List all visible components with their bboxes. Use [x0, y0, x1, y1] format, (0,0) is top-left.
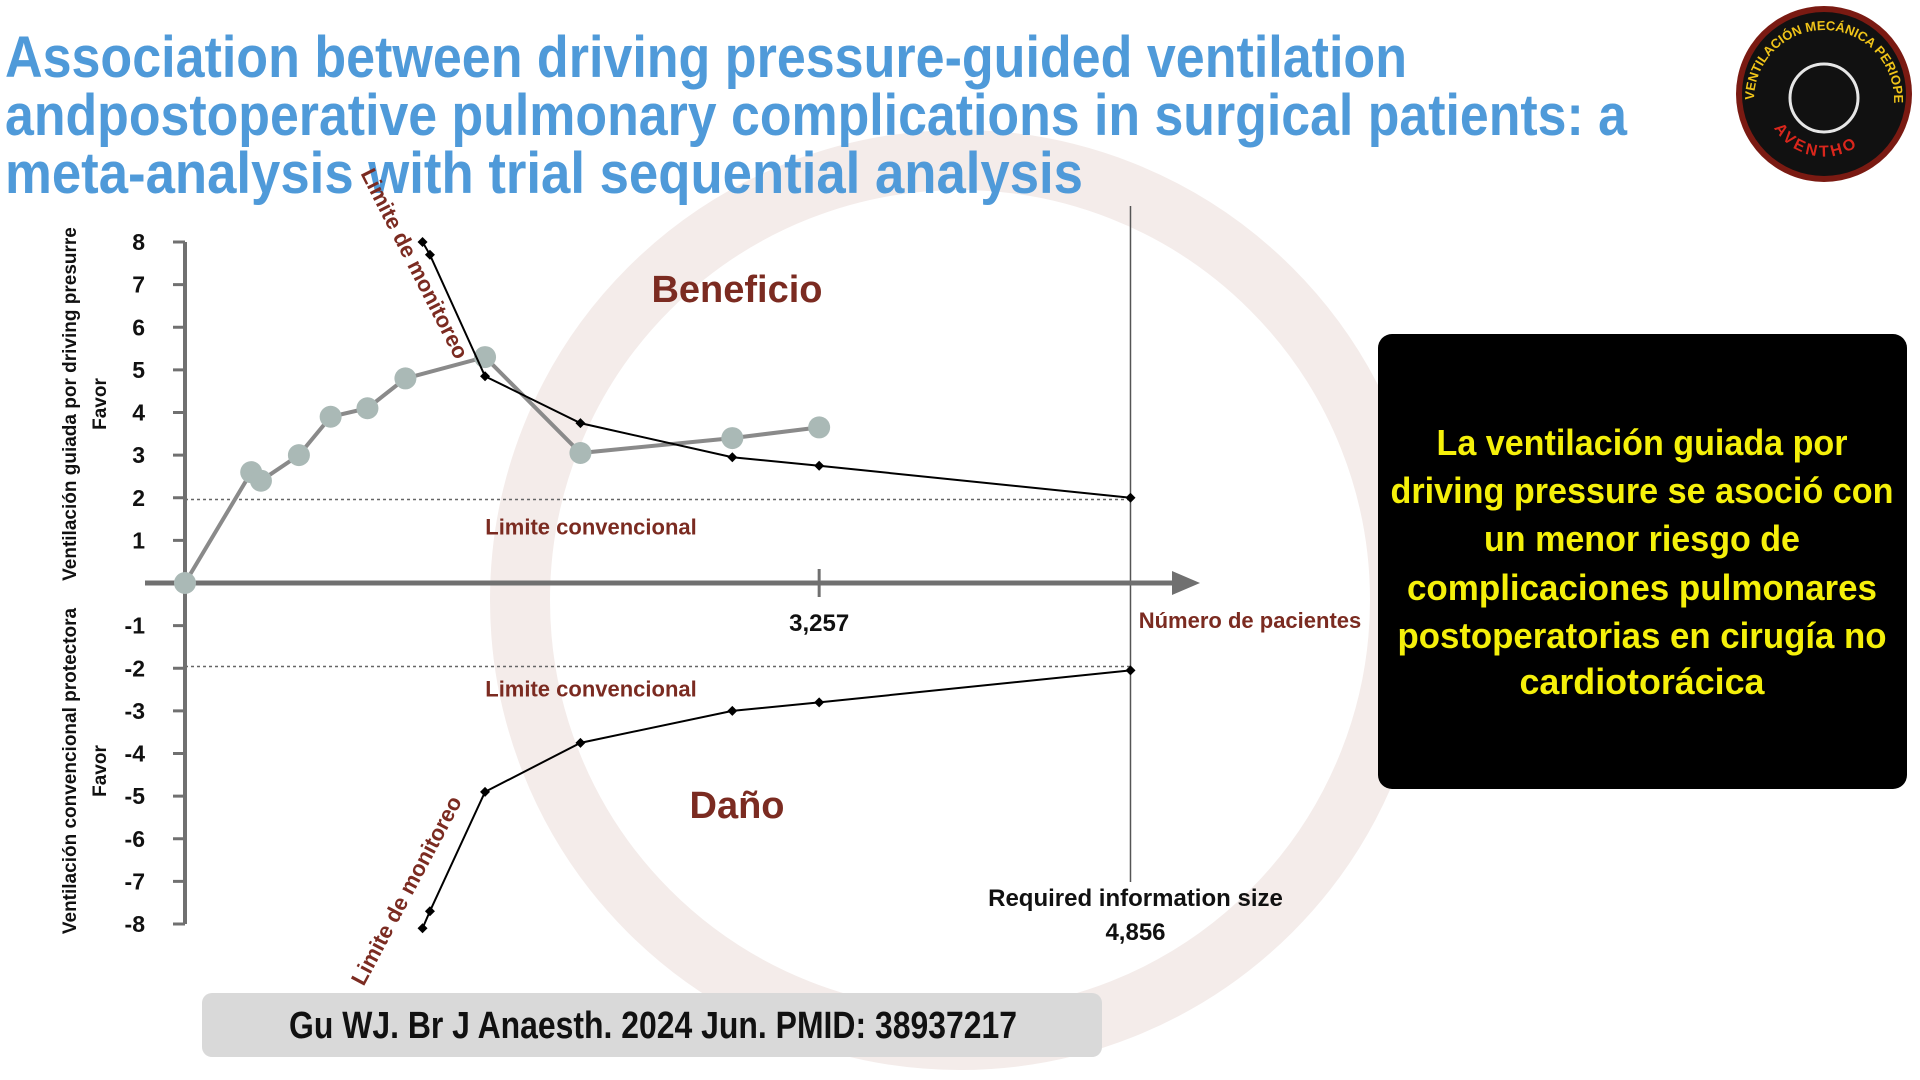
y-axis-title: Favor [90, 745, 111, 797]
point [575, 737, 586, 748]
y-tick-label: 4 [132, 400, 145, 426]
point [1125, 492, 1136, 503]
boundary-label: Limite de monitoreo [346, 792, 467, 989]
callout-line: postoperatorias en cirugía no [1398, 615, 1887, 656]
logo-disc [1742, 12, 1906, 176]
y-tick-label: -4 [125, 741, 146, 767]
logo-icon [1788, 62, 1860, 134]
callout-line: driving pressure se asoció con [1391, 470, 1894, 511]
conventional-limit-label: Limite convencional [485, 677, 697, 702]
callout-line: un menor riesgo de [1484, 518, 1800, 559]
point [287, 444, 310, 467]
y-tick-label: -5 [125, 783, 146, 809]
point [569, 441, 592, 464]
citation-box [202, 993, 1102, 1057]
point [814, 697, 825, 708]
title: Association between driving pressure-gui… [5, 25, 1628, 206]
point [721, 427, 744, 450]
y-tick-label: 2 [132, 485, 145, 511]
ris-label: Required information size [988, 885, 1283, 912]
point [319, 405, 342, 428]
point [356, 397, 379, 420]
ris-value: 4,856 [1105, 919, 1165, 946]
title-line: Association between driving pressure-gui… [5, 25, 1407, 90]
point [417, 237, 428, 247]
region-label: Beneficio [651, 269, 822, 311]
x-tick-label: 3,257 [789, 610, 849, 637]
y-tick-label: 7 [132, 272, 145, 298]
point [727, 705, 738, 716]
title-line: andpostoperative pulmonary complications… [5, 83, 1628, 148]
point [480, 371, 491, 382]
callout: La ventilación guiada por driving pressu… [1378, 334, 1907, 789]
chart: Required information size 4,856 Limite con… [60, 164, 1361, 989]
y-tick-label: -8 [125, 911, 146, 937]
title-line: meta-analysis with trial sequential anal… [5, 141, 1083, 206]
y-axis-title: Ventilación convencional protectora [60, 607, 81, 934]
citation: Gu WJ. Br J Anaesth. 2024 Jun. PMID: 389… [202, 993, 1102, 1057]
point [808, 416, 831, 439]
point [249, 469, 272, 492]
callout-line: La ventilación guiada por [1437, 422, 1848, 463]
conventional-limit-label: Limite convencional [485, 514, 697, 539]
point [394, 367, 417, 390]
y-tick-label: 6 [132, 314, 145, 340]
point [480, 786, 491, 797]
y-tick-label: 1 [132, 527, 145, 553]
point [575, 418, 586, 429]
y-tick-label: -1 [125, 613, 146, 639]
x-axis-label: Número de pacientes [1139, 608, 1362, 633]
y-tick-label: -3 [125, 698, 145, 724]
callout-box [1378, 334, 1907, 789]
citation-text: Gu WJ. Br J Anaesth. 2024 Jun. PMID: 389… [289, 1005, 1017, 1047]
callout-line: cardiotorácica [1520, 661, 1766, 702]
x-axis-arrow [1172, 571, 1200, 595]
y-axis-title: Favor [90, 378, 111, 430]
point [417, 923, 428, 934]
point [814, 460, 825, 471]
point [424, 906, 435, 917]
y-tick-label: 8 [132, 229, 145, 255]
callout-line: complicaciones pulmonares [1407, 567, 1877, 608]
region-label: Daño [690, 785, 785, 827]
y-tick-label: 5 [132, 357, 145, 383]
point [424, 249, 435, 260]
point [727, 452, 738, 463]
point [1125, 665, 1136, 676]
y-tick-label: -6 [125, 826, 145, 852]
point [174, 572, 196, 594]
y-axis-title: Ventilación guiada por driving presurre [60, 227, 81, 581]
y-tick-label: -2 [125, 655, 145, 681]
y-tick-label: -7 [125, 868, 145, 894]
y-tick-label: 3 [132, 442, 145, 468]
